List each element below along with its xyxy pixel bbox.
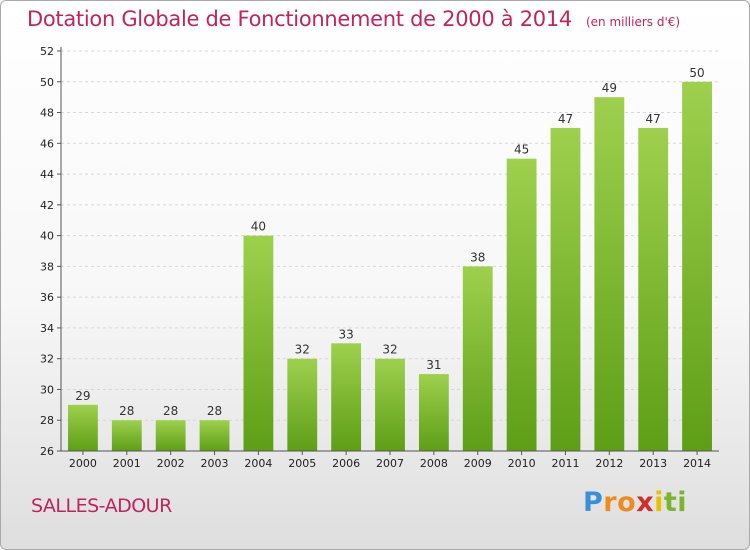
- x-axis: 2000 2001 2002 2003 2004 2005 2006 2007 2008 2009…: [61, 450, 719, 470]
- data-label-2010: 45: [514, 143, 529, 157]
- chart-title: Dotation Globale de Fonctionnement de 20…: [27, 7, 680, 31]
- y-tick-label: 46: [40, 137, 54, 150]
- data-label-2011: 47: [558, 112, 573, 126]
- y-tick-label: 36: [40, 291, 54, 304]
- data-label-2013: 47: [646, 112, 661, 126]
- data-label-2000: 29: [75, 389, 90, 403]
- x-tick-label: 2014: [683, 457, 711, 470]
- data-label-2001: 28: [119, 404, 134, 418]
- bar-2007: [375, 358, 405, 451]
- x-tick-label: 2000: [69, 457, 97, 470]
- bar-2002: [155, 420, 186, 451]
- x-tick-label: 2006: [332, 457, 360, 470]
- bars: 29 28 28 28 40 32 33 32 31 38 45 47 49 47 50: [68, 66, 712, 452]
- y-axis: 26 28 30 32 34 36 38 40 42 44 46 48 50 52: [40, 45, 62, 458]
- logo-letter: i: [677, 487, 688, 518]
- logo-letter: i: [654, 487, 664, 518]
- bar-2012: [594, 97, 625, 452]
- proxiti-logo: Proxiti: [583, 487, 687, 518]
- data-label-2006: 33: [338, 327, 353, 341]
- y-tick-label: 44: [40, 168, 54, 181]
- logo-letter: r: [603, 487, 618, 518]
- location-label: SALLES-ADOUR: [31, 495, 172, 517]
- bar-2005: [287, 358, 318, 451]
- x-tick-label: 2010: [508, 457, 536, 470]
- bar-2008: [418, 374, 449, 451]
- x-tick-label: 2008: [420, 457, 448, 470]
- x-tick-label: 2005: [288, 457, 316, 470]
- data-label-2003: 28: [207, 404, 222, 418]
- y-tick-label: 38: [40, 260, 54, 273]
- data-label-2007: 32: [382, 343, 397, 357]
- bar-2000: [68, 404, 98, 451]
- x-tick-label: 2012: [595, 457, 623, 470]
- data-label-2002: 28: [163, 404, 178, 418]
- data-label-2012: 49: [602, 81, 617, 95]
- bar-2011: [550, 127, 581, 451]
- bar-2003: [199, 420, 230, 451]
- x-tick-label: 2013: [639, 457, 667, 470]
- x-tick-label: 2011: [551, 457, 579, 470]
- bar-2014: [682, 81, 712, 452]
- x-tick-label: 2002: [157, 457, 185, 470]
- y-tick-label: 30: [40, 383, 54, 396]
- y-tick-label: 52: [40, 45, 54, 58]
- chart-title-text: Dotation Globale de Fonctionnement de 20…: [27, 7, 572, 31]
- logo-letter: t: [663, 487, 678, 518]
- y-tick-label: 40: [40, 230, 54, 243]
- data-label-2008: 31: [426, 358, 441, 372]
- bar-2010: [506, 158, 537, 451]
- y-tick-label: 42: [40, 199, 54, 212]
- bar-2013: [638, 127, 669, 451]
- bar-2004: [243, 235, 274, 451]
- x-tick-label: 2003: [201, 457, 229, 470]
- y-tick-label: 26: [40, 445, 54, 458]
- chart-unit: (en milliers d'€): [585, 15, 681, 29]
- x-tick-label: 2009: [464, 457, 492, 470]
- bar-2001: [111, 420, 142, 451]
- x-tick-label: 2004: [244, 457, 272, 470]
- logo-letter: x: [636, 487, 655, 518]
- data-label-2004: 40: [251, 220, 266, 234]
- bar-2006: [331, 343, 362, 451]
- data-label-2005: 32: [295, 343, 310, 357]
- bar-2009: [462, 266, 493, 451]
- data-label-2009: 38: [470, 250, 485, 264]
- x-tick-label: 2001: [113, 457, 141, 470]
- data-label-2014: 50: [689, 66, 704, 80]
- y-tick-label: 28: [40, 414, 54, 427]
- y-tick-label: 34: [40, 322, 54, 335]
- x-tick-label: 2007: [376, 457, 404, 470]
- logo-letter: o: [617, 487, 637, 518]
- logo-letter: P: [583, 487, 604, 518]
- y-tick-label: 48: [40, 107, 54, 120]
- y-tick-label: 32: [40, 353, 54, 366]
- y-tick-label: 50: [40, 76, 54, 89]
